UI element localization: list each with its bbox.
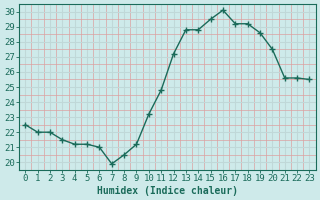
X-axis label: Humidex (Indice chaleur): Humidex (Indice chaleur) bbox=[97, 186, 238, 196]
